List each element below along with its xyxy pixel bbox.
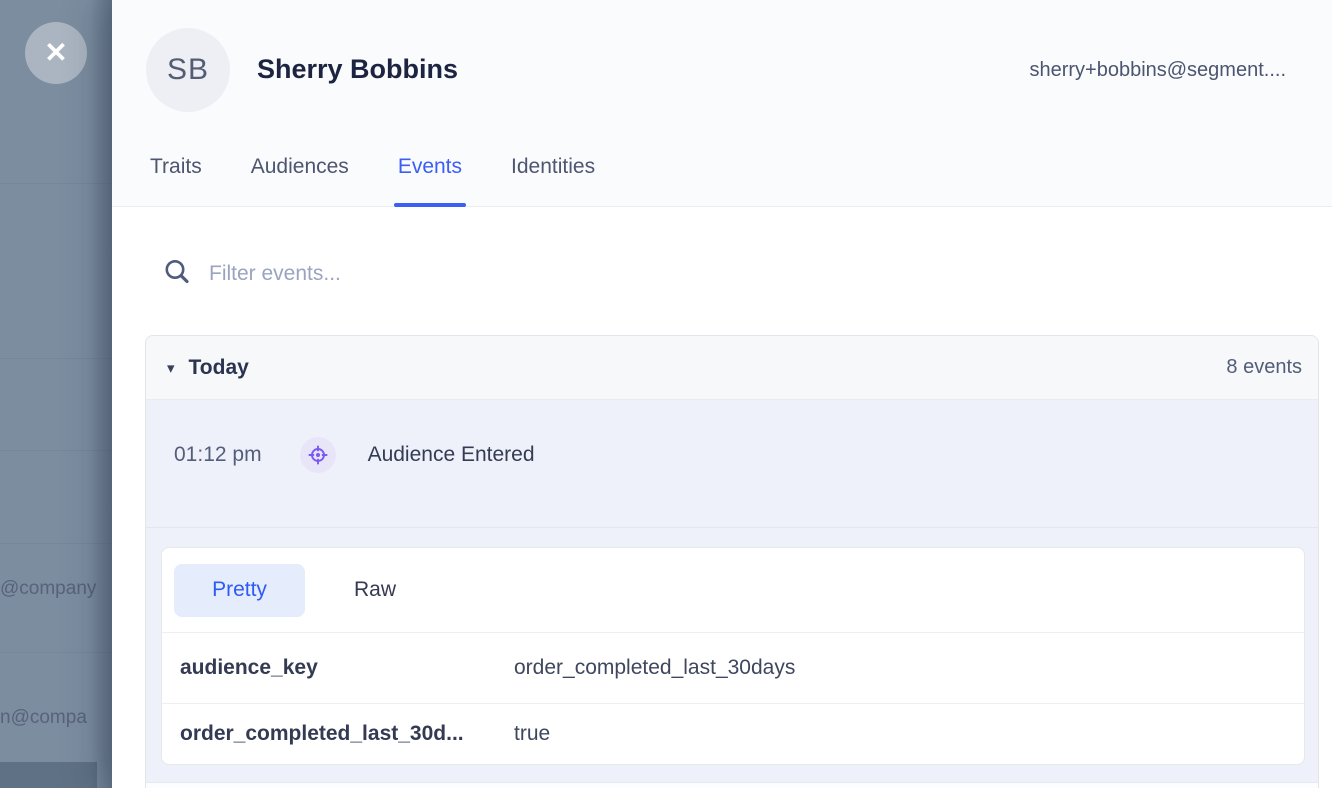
close-icon: ✕	[44, 37, 68, 68]
view-mode-toggle: Pretty Raw	[162, 548, 1304, 633]
backdrop-row-divider	[0, 183, 112, 184]
event-detail-section: Pretty Raw audience_key order_completed_…	[146, 528, 1318, 782]
avatar-initials: SB	[166, 53, 210, 86]
event-group-title: Today	[188, 355, 249, 379]
next-event-row-peek[interactable]	[146, 782, 1318, 788]
property-key: order_completed_last_30d...	[180, 722, 464, 745]
backdrop-partial-email: @company	[0, 578, 97, 599]
tab-traits[interactable]: Traits	[150, 155, 202, 178]
property-key: audience_key	[180, 656, 318, 679]
panel-shadow	[90, 0, 112, 788]
event-group-count: 8 events	[1226, 356, 1302, 378]
property-value: true	[514, 722, 551, 745]
dimmed-backdrop: @company n@compa	[0, 0, 112, 788]
profile-tabs: Traits Audiences Events Identities	[150, 147, 595, 207]
search-icon	[162, 257, 192, 292]
pretty-button[interactable]: Pretty	[174, 563, 305, 617]
close-button[interactable]: ✕	[25, 22, 87, 84]
event-time: 01:12 pm	[174, 442, 262, 466]
backdrop-row-divider	[0, 543, 112, 544]
audience-target-icon	[299, 436, 336, 473]
backdrop-row-divider	[0, 652, 112, 653]
event-group-header[interactable]: ▾ Today 8 events	[146, 336, 1318, 400]
avatar: SB	[146, 28, 230, 112]
property-row: audience_key order_completed_last_30days	[162, 633, 1304, 704]
filter-events-input[interactable]	[209, 258, 629, 290]
caret-down-icon[interactable]: ▾	[167, 359, 175, 377]
profile-header: SB Sherry Bobbins sherry+bobbins@segment…	[112, 0, 1332, 207]
property-row: order_completed_last_30d... true	[162, 704, 1304, 764]
property-value: order_completed_last_30days	[514, 656, 796, 679]
event-group-card: ▾ Today 8 events 01:12 pm Audience	[145, 335, 1319, 788]
raw-button[interactable]: Raw	[354, 578, 397, 601]
backdrop-partial-email: n@compa	[0, 707, 87, 728]
profile-panel: SB Sherry Bobbins sherry+bobbins@segment…	[112, 0, 1332, 788]
backdrop-row-divider	[0, 358, 112, 359]
tab-events[interactable]: Events	[393, 147, 467, 207]
backdrop-row-divider	[0, 450, 112, 451]
event-title: Audience Entered	[367, 442, 535, 466]
tab-identities[interactable]: Identities	[511, 155, 596, 178]
profile-email: sherry+bobbins@segment....	[1029, 59, 1286, 81]
event-row[interactable]: 01:12 pm Audience Entered	[146, 400, 1318, 528]
profile-name: Sherry Bobbins	[257, 54, 459, 84]
backdrop-dark-block	[0, 762, 97, 788]
tab-audiences[interactable]: Audiences	[250, 155, 349, 178]
event-detail-card: Pretty Raw audience_key order_completed_…	[161, 547, 1305, 765]
